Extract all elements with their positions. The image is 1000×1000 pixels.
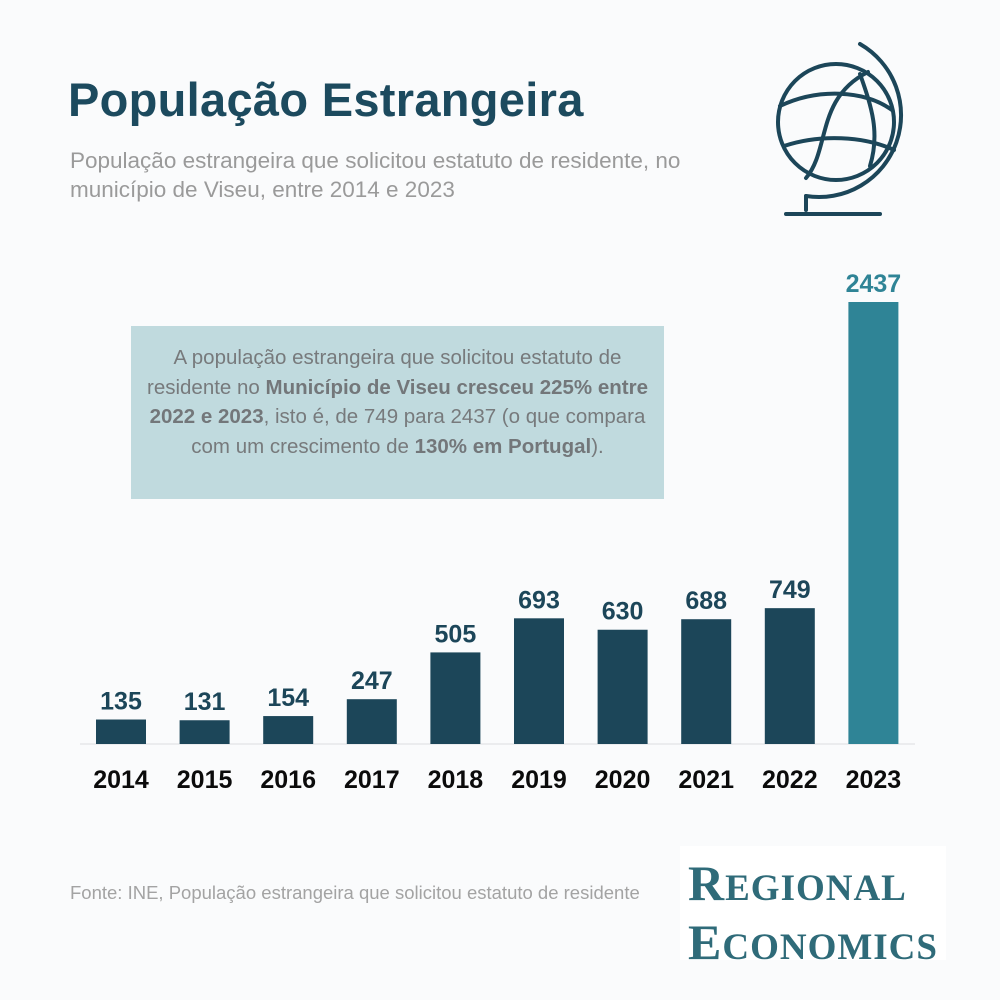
- x-tick-2022: 2022: [762, 766, 818, 794]
- x-tick-2017: 2017: [344, 766, 400, 794]
- data-label-2018: 505: [435, 620, 477, 648]
- bar-2018: [430, 652, 481, 744]
- bar-2016: [263, 716, 314, 744]
- data-label-2021: 688: [685, 587, 727, 615]
- callout-bold-2: 130% em Portugal: [414, 434, 592, 458]
- data-label-2019: 693: [518, 586, 560, 614]
- regional-economics-logo: REGIONAL ECONOMICS: [680, 846, 946, 968]
- data-label-2017: 247: [351, 667, 393, 695]
- x-tick-2023: 2023: [846, 766, 902, 794]
- logo-initial-1: R: [688, 855, 726, 911]
- logo-initial-2: E: [688, 914, 723, 970]
- bar-2023: [848, 302, 899, 744]
- bar-2019: [514, 618, 564, 744]
- callout-bold-1: Município de Viseu cresceu 225% entre 20…: [149, 375, 648, 429]
- logo-line-1: REGIONAL: [688, 858, 946, 919]
- data-label-2014: 135: [100, 688, 142, 716]
- data-label-2020: 630: [602, 598, 644, 626]
- source-note: Fonte: INE, População estrangeira que so…: [70, 882, 640, 903]
- callout-text-2: , isto é, de 749 para 2437 (o que compar…: [191, 405, 646, 458]
- logo-rest-2: CONOMICS: [722, 927, 938, 968]
- data-label-2022: 749: [769, 576, 811, 604]
- bar-2021: [681, 619, 732, 744]
- x-tick-2014: 2014: [93, 766, 149, 794]
- logo-line-2: ECONOMICS: [688, 917, 946, 978]
- bar-2022: [764, 608, 815, 744]
- x-tick-2021: 2021: [678, 766, 734, 794]
- data-label-2015: 131: [184, 688, 226, 716]
- callout-text-1: A população estrangeira que solicitou es…: [147, 346, 622, 399]
- logo-rest-1: EGIONAL: [725, 868, 907, 909]
- x-tick-2015: 2015: [177, 766, 233, 794]
- globe-icon: [776, 42, 904, 216]
- bar-2014: [96, 719, 146, 744]
- callout-box: A população estrangeira que solicitou es…: [131, 326, 664, 499]
- data-label-2023: 2437: [846, 270, 902, 298]
- x-tick-2019: 2019: [511, 766, 567, 794]
- data-label-2016: 154: [267, 684, 309, 712]
- bar-2017: [346, 699, 397, 744]
- bar-2015: [179, 720, 230, 744]
- x-tick-2016: 2016: [260, 766, 316, 794]
- x-tick-2020: 2020: [595, 766, 651, 794]
- x-tick-2018: 2018: [428, 766, 484, 794]
- page-subtitle: População estrangeira que solicitou esta…: [70, 148, 681, 202]
- bar-2020: [597, 629, 648, 744]
- page-title: População Estrangeira: [68, 73, 584, 126]
- callout-text-3: ).: [591, 434, 604, 458]
